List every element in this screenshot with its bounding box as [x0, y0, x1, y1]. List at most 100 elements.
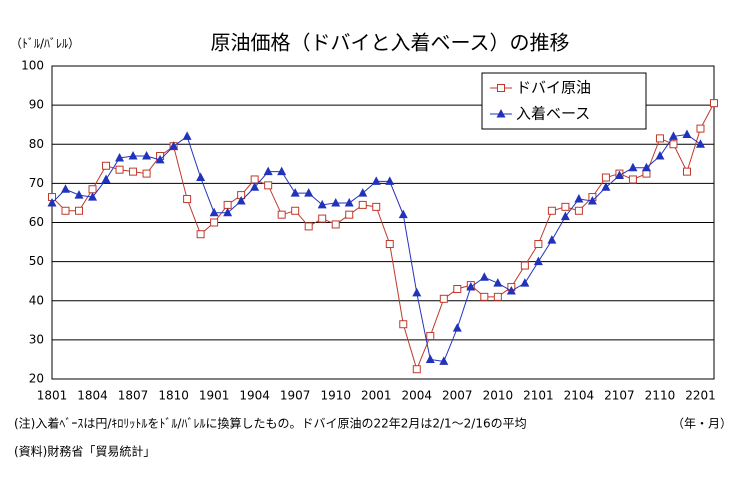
point — [371, 176, 381, 185]
x-tick-label: 2201 — [685, 389, 716, 403]
point — [439, 294, 448, 303]
point — [426, 331, 435, 340]
point — [290, 188, 300, 197]
line — [51, 133, 701, 362]
point — [277, 166, 287, 176]
y-tick-label: 60 — [29, 215, 44, 229]
point — [277, 210, 286, 219]
x-tick-label: 1910 — [320, 389, 351, 403]
x-tick-label: 2110 — [645, 389, 676, 403]
point — [183, 195, 192, 204]
point — [88, 185, 97, 194]
point — [533, 256, 543, 266]
point — [61, 184, 71, 193]
y-tick-label: 50 — [29, 254, 44, 268]
point — [493, 278, 503, 287]
line — [51, 102, 715, 371]
point — [506, 285, 516, 295]
point — [520, 261, 529, 270]
point — [304, 188, 314, 197]
point — [574, 206, 583, 215]
point — [587, 195, 597, 205]
point — [129, 167, 138, 176]
point — [75, 206, 84, 215]
point — [682, 129, 692, 138]
point — [534, 240, 543, 249]
point — [385, 176, 395, 185]
point — [236, 195, 246, 205]
point — [614, 170, 624, 180]
point — [682, 167, 691, 176]
point — [641, 162, 651, 172]
source: (資料)財務省「貿易統計」 — [14, 444, 155, 459]
point — [561, 202, 570, 211]
point — [142, 150, 152, 160]
point — [344, 197, 354, 207]
point — [304, 222, 313, 231]
x-tick-label: 2001 — [361, 389, 392, 403]
x-tick-label: 1907 — [280, 389, 311, 403]
x-tick-label: 2010 — [483, 389, 514, 403]
point — [479, 272, 489, 281]
note: (注)入着ﾍﾞｰｽは円/ｷﾛﾘｯﾄﾙをﾄﾞﾙ/ﾊﾞﾚﾙに換算したもの。ドバイ原油… — [14, 416, 527, 431]
x-tick-label: 2007 — [442, 389, 473, 403]
point — [480, 292, 489, 301]
point — [425, 354, 435, 363]
legend-box — [481, 72, 647, 130]
x-tick-label: 2101 — [523, 389, 554, 403]
point — [358, 200, 367, 209]
point — [291, 206, 300, 215]
x-tick-label: 1807 — [118, 389, 149, 403]
point — [115, 152, 125, 162]
point — [210, 218, 219, 227]
point — [710, 99, 718, 108]
point — [250, 182, 260, 191]
x-tick-label: 1804 — [77, 389, 108, 403]
point — [169, 141, 179, 150]
y-tick-label: 30 — [29, 332, 44, 346]
point — [250, 175, 259, 184]
point — [318, 214, 327, 223]
point — [496, 109, 506, 118]
point — [574, 194, 584, 203]
point — [142, 169, 151, 178]
point — [88, 192, 98, 201]
point — [385, 240, 394, 249]
point — [223, 207, 233, 217]
x-tick-label: 1801 — [37, 389, 68, 403]
point — [331, 197, 341, 207]
point — [668, 131, 678, 140]
point — [155, 154, 165, 164]
point — [655, 134, 664, 143]
point — [47, 197, 57, 207]
point — [399, 320, 408, 329]
point — [628, 162, 638, 172]
y-tick-label: 100 — [21, 59, 44, 73]
y-axis-label: （ﾄﾞﾙ/ﾊﾞﾚﾙ） — [10, 37, 80, 51]
point — [669, 140, 678, 149]
point — [182, 131, 192, 140]
point — [345, 210, 354, 219]
point — [264, 181, 273, 190]
point — [466, 282, 476, 291]
point — [102, 161, 111, 170]
y-tick-label: 20 — [29, 372, 44, 386]
x-tick-label: 1904 — [239, 389, 270, 403]
legend-label: 入着ベース — [516, 105, 590, 123]
point — [74, 190, 84, 199]
point — [412, 287, 422, 297]
y-tick-label: 80 — [29, 137, 44, 151]
point — [520, 278, 530, 287]
x-axis-label: （年・月） — [672, 417, 732, 431]
point — [628, 175, 637, 184]
x-tick-label: 2004 — [402, 389, 433, 403]
chart-title: 原油価格（ドバイと入着ベース）の推移 — [211, 31, 570, 55]
point — [358, 188, 368, 197]
point — [695, 139, 705, 148]
point — [560, 211, 570, 221]
point — [223, 200, 232, 209]
point — [655, 150, 665, 160]
point — [115, 165, 124, 174]
